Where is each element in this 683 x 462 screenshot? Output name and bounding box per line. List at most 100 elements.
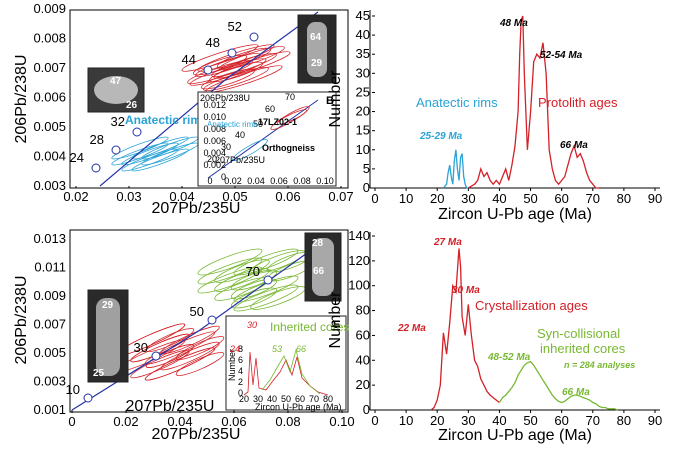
panel-a-concordia-point (249, 32, 259, 42)
panel-a-red-ellipse (181, 44, 259, 72)
inset-b-rims-label: Anatectic rims (207, 120, 257, 129)
panel-a-ytick-label: 0.003 (33, 178, 66, 193)
panel-f-xtick-label: 90 (648, 413, 662, 428)
panel-a-xlabel: 207Pb/235U (152, 200, 241, 217)
panel-d-ytick-label: 0.005 (33, 345, 66, 360)
panel-f-xtick-label: 20 (430, 413, 444, 428)
panel-d-concordia-point (151, 351, 161, 361)
inset-e-xticks: 20 30 40 50 60 70 80 (239, 394, 333, 404)
panel-a-red-ellipse (219, 46, 285, 70)
panel-a-concordia-age: 24 (70, 150, 84, 165)
inset-b-ytick-label: 0.010 (203, 112, 226, 122)
panel-a-red-ellipse (203, 67, 269, 91)
panel-f-peak-d: 66 Ma (562, 387, 590, 398)
panel-a-red-ellipse (205, 65, 283, 93)
grain-b-label: 26 (126, 100, 138, 111)
panel-d-ytick-label: 0.013 (33, 231, 66, 246)
inset-e-ytick-label: 4 (238, 366, 243, 376)
inset-e-xtick-label: 40 (267, 394, 277, 404)
panel-c-rims-label: Anatectic rims (416, 95, 498, 110)
panel-f-syn-line2: inherited cores (540, 341, 626, 356)
panel-d-xtick-label: 0.08 (275, 414, 300, 429)
panel-d-concordia-age: 10 (66, 382, 80, 397)
grain-image-b-crystal (307, 22, 327, 77)
panel-d-ytick-label: 0.001 (33, 402, 66, 417)
panel-c-xtick-label: 30 (461, 191, 475, 206)
panel-a-ytick-label: 0.008 (33, 31, 66, 46)
inset-b-xtick-label: 0.02 (224, 176, 242, 186)
panel-a-ytick-label: 0.009 (33, 1, 66, 16)
inset-e-ytick-label: 8 (238, 344, 243, 354)
panel-f-ytick-label: 0 (363, 402, 370, 417)
panel-d-green-ellipse (233, 248, 299, 276)
panel-c-ytick-label: 5 (363, 161, 370, 176)
panel-d-green-ellipse (214, 268, 270, 292)
panel-a-concordia-marks: 24 28 32 44 48 52 (70, 19, 259, 173)
panel-c-ytick-label: 30 (356, 65, 370, 80)
panel-c-xtick-label: 50 (523, 191, 537, 206)
inset-e-peak-c: 53 (272, 344, 282, 354)
panel-d-green-ellipse (197, 266, 263, 294)
grain-image-c-crystal (96, 298, 120, 376)
panel-c-xtick-label: 80 (617, 191, 631, 206)
panel-d-green-ellipse (197, 257, 263, 285)
inset-b-ytick-label: 0 (221, 172, 226, 182)
panel-a-xtick-label: 0.07 (328, 189, 353, 204)
panel-c-yticks: 0 5 10 15 20 25 30 35 40 45 (356, 8, 375, 195)
panel-c-peak-a: 48 Ma (499, 18, 528, 29)
panel-a-ytick-label: 0.005 (33, 119, 66, 134)
panel-d-xtick-label: 0 (68, 414, 75, 429)
panel-f-xtick-label: 70 (586, 413, 600, 428)
panel-c-xtick-label: 40 (492, 191, 506, 206)
panel-d-red-ellipse (145, 344, 195, 368)
panel-f-ytick-label: 100 (348, 278, 370, 293)
inset-b: B 206Pb/238U 207Pb/235U 0 0.002 0.004 0.006… (197, 91, 337, 187)
panel-d-concordia-age: 50 (190, 304, 204, 319)
inset-b-ytick-label: 0.012 (203, 100, 226, 110)
panel-c-xtick-label: 10 (399, 191, 413, 206)
panel-d-xtick-label: 0.02 (113, 414, 138, 429)
panel-f-ytick-label: 140 (348, 228, 370, 243)
inset-e-label: E (333, 319, 340, 331)
panel-d-ytick-label: 0.009 (33, 288, 66, 303)
panel-d-xlabel: 207Pb/235U (152, 426, 241, 443)
panel-a-frame (69, 9, 349, 189)
inset-b-rock: Orthogneiss (262, 143, 315, 153)
panel-a-xticks: 0.02 0.03 0.04 0.05 0.06 0.07 (63, 186, 354, 204)
panel-f-ylabel: Number (327, 291, 344, 349)
panel-a-xtick-label: 0.05 (222, 189, 247, 204)
panel-f-cryst-label: Crystallization ages (475, 298, 588, 313)
panel-c-xtick-label: 60 (554, 191, 568, 206)
panel-d-xtick-label: 0.04 (167, 414, 192, 429)
panel-f-series-crystallization (430, 248, 500, 411)
inset-b-xtick-label: 0.04 (247, 176, 265, 186)
inset-b-core-ellipse-2 (277, 109, 307, 125)
panel-a-concordia-age: 52 (228, 19, 242, 34)
inset-b-ylab: 206Pb/238U (200, 93, 250, 103)
inset-b-xticks: 0 0.02 0.04 0.06 0.08 0.10 (207, 176, 333, 186)
panel-f-peak-a: 22 Ma (397, 323, 426, 334)
panel-f-ytick-label: 40 (356, 352, 370, 367)
panel-a-concordia-age: 44 (182, 52, 196, 67)
panel-c-ytick-label: 0 (363, 180, 370, 195)
panel-c-ytick-label: 20 (356, 104, 370, 119)
panel-d-xlabel-inner: 207Pb/235U (126, 398, 215, 415)
panel-d-concordia-age: 70 (246, 264, 260, 279)
inset-b-age: 50 (253, 119, 263, 129)
grain-image-a-crystal (94, 76, 138, 104)
panel-d-xtick-label: 0.10 (329, 414, 354, 429)
panel-f-xtick-label: 50 (523, 413, 537, 428)
panel-c-protolith-label: Protolith ages (538, 95, 618, 110)
panel-a-red-ellipse (192, 54, 248, 76)
inset-b-ytick-label: 0.002 (203, 160, 226, 170)
inset-e-peak-d: 66 (296, 344, 306, 354)
panel-c-series-protolith (467, 15, 599, 189)
grain-a-label: 47 (110, 76, 122, 87)
panel-a-yticks: 0.003 0.004 0.005 0.006 0.007 0.008 0.009 (33, 1, 66, 193)
panel-f-yticks: 0 20 40 60 80 100 120 140 (348, 228, 375, 417)
panel-c-ytick-label: 25 (356, 84, 370, 99)
panel-f-xtick-label: 10 (399, 413, 413, 428)
panel-f: 0 10 20 30 40 50 60 70 80 90 0 20 40 60 80 100 120 140 2… (327, 228, 662, 444)
